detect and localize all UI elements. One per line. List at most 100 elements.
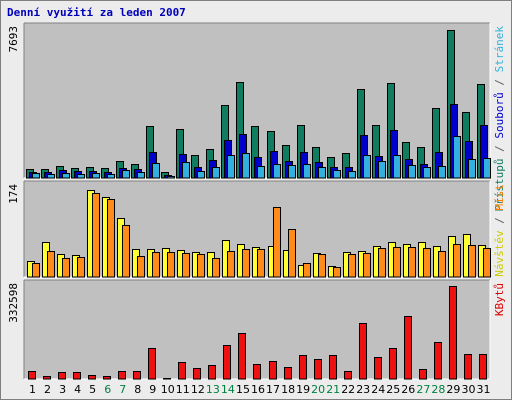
- bar-visits-Míst-4: [77, 257, 85, 278]
- bar-kbytes-KBytů-21: [329, 355, 337, 380]
- legend-entry: /: [493, 72, 506, 92]
- bar-hits-Stránek-24: [378, 161, 386, 179]
- panel-hits-legend: Přístupů / Souborů / Stránek: [493, 26, 506, 212]
- bar-hits-Stránek-2: [47, 174, 55, 179]
- panel-visits-max-label: 174: [7, 184, 20, 204]
- x-tick-label: 17: [266, 383, 280, 396]
- bar-kbytes-KBytů-26: [404, 316, 412, 380]
- bar-kbytes-KBytů-30: [464, 354, 472, 380]
- bar-kbytes-KBytů-27: [419, 369, 427, 380]
- x-tick-label: 2: [44, 383, 51, 396]
- bar-hits-Stránek-26: [408, 165, 416, 179]
- x-tick-label: 30: [462, 383, 476, 396]
- chart-title: Denní využití za leden 2007: [7, 6, 186, 19]
- bar-hits-Stránek-28: [438, 166, 446, 179]
- x-tick-label: 19: [296, 383, 310, 396]
- bar-visits-Míst-8: [137, 256, 145, 278]
- legend-entry: Souborů: [493, 92, 506, 138]
- bar-hits-Stránek-25: [393, 155, 401, 179]
- bar-kbytes-KBytů-28: [434, 342, 442, 380]
- bar-visits-Míst-3: [62, 258, 70, 278]
- x-tick-label: 11: [176, 383, 190, 396]
- bar-kbytes-KBytů-2: [43, 376, 51, 380]
- bar-kbytes-KBytů-24: [374, 357, 382, 380]
- bar-kbytes-KBytů-6: [103, 376, 111, 380]
- bar-hits-Stránek-16: [257, 166, 265, 179]
- x-tick-label: 18: [281, 383, 295, 396]
- bar-visits-Míst-2: [47, 251, 55, 278]
- bar-visits-Míst-30: [468, 245, 476, 278]
- bar-hits-Stránek-17: [273, 164, 281, 179]
- bar-visits-Míst-16: [257, 249, 265, 278]
- x-tick-label: 26: [401, 383, 415, 396]
- bar-kbytes-KBytů-23: [359, 323, 367, 380]
- panel-visits-legend: Návštěv / Míst: [493, 184, 506, 277]
- bar-kbytes-KBytů-15: [238, 333, 246, 380]
- bar-kbytes-KBytů-18: [284, 367, 292, 380]
- bar-hits-Stránek-12: [197, 171, 205, 179]
- bar-visits-Míst-27: [423, 248, 431, 278]
- x-tick-label: 13: [206, 383, 220, 396]
- x-tick-label: 31: [477, 383, 491, 396]
- x-tick-label: 7: [119, 383, 126, 396]
- bar-kbytes-KBytů-3: [58, 372, 66, 380]
- x-tick-label: 3: [59, 383, 66, 396]
- bar-hits-Stránek-3: [62, 173, 70, 179]
- bar-kbytes-KBytů-22: [344, 371, 352, 380]
- bar-visits-Míst-29: [453, 244, 461, 278]
- bar-visits-Míst-6: [107, 199, 115, 278]
- legend-entry: Přístupů: [493, 158, 506, 211]
- bar-hits-Stránek-15: [242, 153, 250, 179]
- bar-kbytes-KBytů-14: [223, 345, 231, 380]
- x-tick-label: 12: [191, 383, 205, 396]
- x-tick-label: 21: [326, 383, 340, 396]
- bar-hits-Stránek-14: [227, 155, 235, 179]
- bar-visits-Míst-13: [212, 258, 220, 278]
- bar-kbytes-KBytů-1: [28, 371, 36, 380]
- legend-entry: Míst: [493, 184, 506, 211]
- bar-hits-Stránek-23: [363, 155, 371, 179]
- bar-hits-Stránek-22: [348, 171, 356, 179]
- bar-kbytes-KBytů-7: [118, 371, 126, 380]
- bar-hits-Stránek-9: [152, 163, 160, 179]
- bar-visits-Míst-1: [32, 263, 40, 278]
- x-tick-label: 16: [251, 383, 265, 396]
- bar-visits-Míst-7: [122, 225, 130, 278]
- bar-kbytes-KBytů-12: [193, 368, 201, 380]
- x-tick-label: 24: [371, 383, 385, 396]
- bar-kbytes-KBytů-13: [208, 365, 216, 380]
- bar-visits-Míst-20: [318, 254, 326, 278]
- legend-entry: /: [493, 139, 506, 159]
- bar-hits-Stránek-21: [333, 170, 341, 179]
- bar-visits-Míst-19: [303, 263, 311, 278]
- bar-kbytes-KBytů-20: [314, 359, 322, 380]
- bar-kbytes-KBytů-4: [73, 372, 81, 380]
- x-tick-label: 6: [104, 383, 111, 396]
- legend-entry: /: [493, 211, 506, 231]
- bar-kbytes-KBytů-19: [299, 355, 307, 380]
- bar-hits-Stránek-6: [107, 174, 115, 179]
- bar-hits-Stránek-27: [423, 167, 431, 179]
- bar-visits-Míst-17: [273, 207, 281, 278]
- legend-entry: Návštěv: [493, 230, 506, 277]
- bar-visits-Míst-5: [92, 193, 100, 278]
- bar-visits-Míst-12: [197, 254, 205, 278]
- x-tick-label: 9: [149, 383, 156, 396]
- bar-visits-Míst-31: [483, 248, 491, 278]
- bar-hits-Stránek-10: [167, 176, 175, 179]
- bar-visits-Míst-26: [408, 247, 416, 278]
- bar-kbytes-KBytů-5: [88, 375, 96, 380]
- bar-hits-Stránek-13: [212, 167, 220, 179]
- panel-kbytes-bg: [24, 280, 490, 379]
- bar-hits-Stránek-11: [182, 162, 190, 179]
- x-tick-label: 25: [386, 383, 400, 396]
- bar-hits-Stránek-29: [453, 136, 461, 179]
- bar-hits-Stránek-30: [468, 159, 476, 179]
- bar-kbytes-KBytů-29: [449, 286, 457, 380]
- bar-kbytes-KBytů-25: [389, 348, 397, 380]
- bar-kbytes-KBytů-9: [148, 348, 156, 380]
- bar-visits-Míst-18: [288, 229, 296, 278]
- bar-visits-Míst-14: [227, 251, 235, 278]
- bar-visits-Míst-28: [438, 251, 446, 278]
- bar-visits-Míst-10: [167, 252, 175, 278]
